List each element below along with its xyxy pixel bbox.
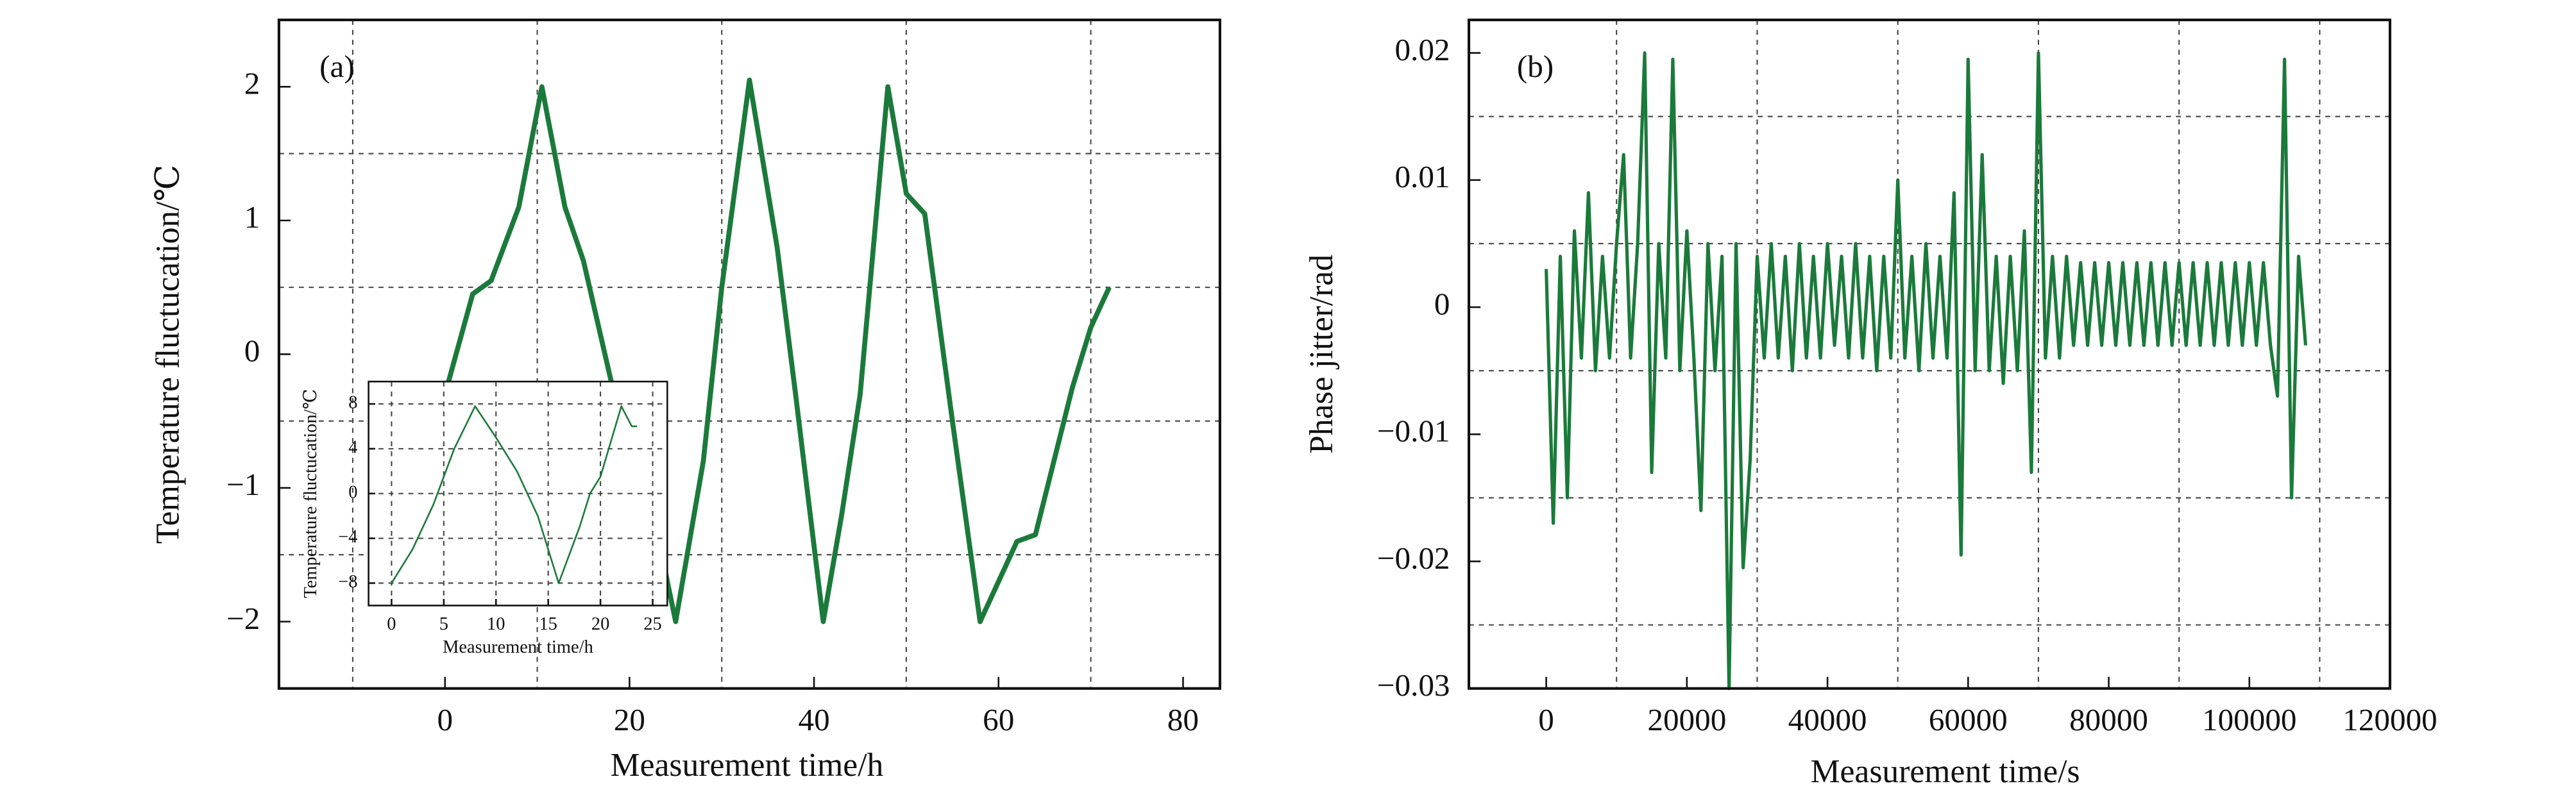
x-axis-label: Measurement time/h [443, 637, 593, 657]
x-tick-label: 120000 [2343, 702, 2437, 737]
x-tick-label: 0 [437, 702, 453, 737]
panel-label: (b) [1517, 49, 1554, 84]
y-tick-label: 2 [244, 66, 260, 101]
y-tick-label: 0 [1434, 286, 1450, 321]
x-tick-label: 25 [643, 614, 661, 634]
x-tick-label: 60 [983, 702, 1014, 737]
y-axis-label: Temperature fluctucation/℃ [150, 165, 187, 544]
y-tick-label: 0 [348, 482, 357, 502]
y-tick-label: −2 [226, 601, 260, 636]
y-axis-label: Temperature fluctucation/℃ [301, 389, 321, 598]
x-tick-label: 60000 [1929, 702, 2008, 737]
x-tick-label: 0 [387, 614, 396, 634]
data-line [443, 78, 1112, 625]
x-tick-label: 80 [1167, 702, 1199, 737]
y-tick-label: −1 [226, 467, 260, 502]
y-tick-label: 1 [244, 199, 260, 235]
panel-label: (a) [319, 49, 355, 84]
y-tick-label: −0.02 [1377, 541, 1450, 576]
plot-frame [277, 18, 1221, 690]
x-tick-label: 20 [614, 702, 645, 737]
y-tick-label: 0.02 [1394, 32, 1450, 67]
y-tick-label: −8 [338, 572, 357, 592]
y-tick-label: 8 [348, 393, 357, 413]
x-tick-label: 10 [487, 614, 505, 634]
x-tick-label: 100000 [2202, 702, 2296, 737]
x-tick-label: 0 [1538, 702, 1554, 737]
data-line [391, 405, 638, 584]
plot-frame [1467, 18, 2392, 690]
y-axis-label: Phase jitter/rad [1303, 255, 1340, 454]
x-axis-label: Measurement time/s [1811, 753, 2080, 788]
y-tick-label: −4 [338, 527, 357, 547]
x-tick-label: 5 [439, 614, 448, 634]
y-tick-label: −0.03 [1377, 667, 1450, 703]
x-tick-label: 40000 [1788, 702, 1867, 737]
x-tick-label: 15 [539, 614, 557, 634]
y-tick-label: −0.01 [1377, 414, 1450, 449]
data-line [1545, 51, 2308, 691]
y-tick-label: 0.01 [1394, 159, 1450, 194]
x-tick-label: 20 [591, 614, 609, 634]
y-tick-label: 0 [244, 333, 260, 369]
plot-frame [368, 380, 668, 607]
y-tick-label: 4 [348, 437, 357, 457]
x-tick-label: 40 [798, 702, 829, 737]
x-tick-label: 80000 [2069, 702, 2148, 737]
x-tick-label: 20000 [1647, 702, 1726, 737]
x-axis-label: Measurement time/h [611, 747, 884, 784]
